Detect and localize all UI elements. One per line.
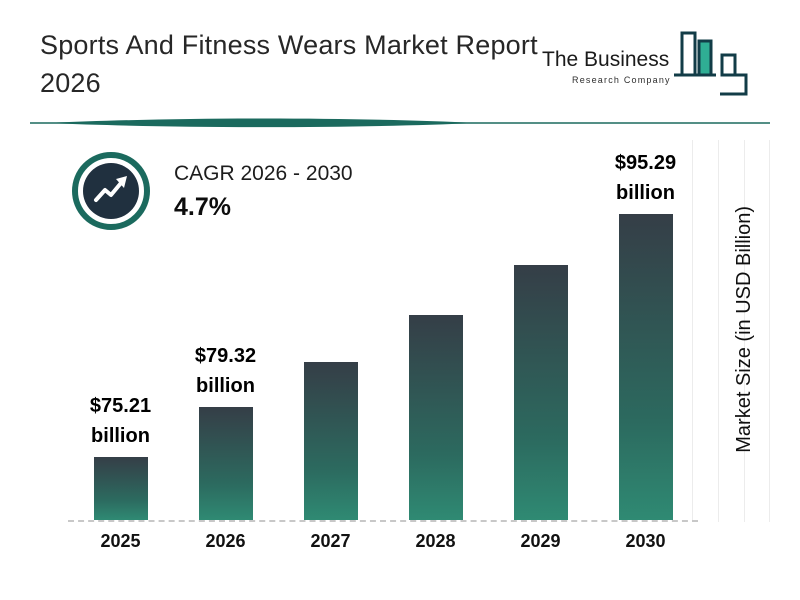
bar-2030 xyxy=(618,214,673,520)
logo-name-text: The Business xyxy=(542,48,670,71)
chart-plot: $75.21 billion $79.32 billion $95.29 billion xyxy=(68,140,698,522)
bar-2029 xyxy=(513,265,568,520)
chart-x-axis: 2025 2026 2027 2028 2029 2030 xyxy=(68,531,698,552)
x-tick-2025: 2025 xyxy=(100,531,141,551)
company-logo: The Business Research Company xyxy=(542,28,754,108)
cagr-block: CAGR 2026 - 2030 4.7% xyxy=(70,150,353,232)
bar-value-label-2030: $95.29 billion xyxy=(614,152,677,204)
growth-arrow-icon xyxy=(72,152,150,230)
gridline xyxy=(744,140,745,522)
bar-2028 xyxy=(408,315,463,520)
cagr-value: 4.7% xyxy=(174,193,231,221)
y-axis-label: Market Size (in USD Billion) xyxy=(733,206,755,453)
bar-value-label-2026: $79.32 billion xyxy=(194,345,257,397)
x-tick-2027: 2027 xyxy=(310,531,351,551)
bar-slot-2030: $95.29 billion xyxy=(593,140,698,520)
bar-2027 xyxy=(303,362,358,520)
gridline xyxy=(769,140,770,522)
bar-slot-2028 xyxy=(383,140,488,520)
divider-line xyxy=(30,118,770,128)
bar-chart: $75.21 billion $79.32 billion $95.29 billion … xyxy=(68,140,698,551)
logo-bars-icon xyxy=(674,31,748,96)
x-tick-2026: 2026 xyxy=(205,531,246,551)
bar-slot-2026: $79.32 billion xyxy=(173,140,278,520)
gridline xyxy=(692,140,693,522)
bar-slot-2029 xyxy=(488,140,593,520)
cagr-label: CAGR 2026 - 2030 xyxy=(174,162,353,185)
bar-2025 xyxy=(93,457,148,520)
x-tick-2028: 2028 xyxy=(415,531,456,551)
bar-value-label-2025: $75.21 billion xyxy=(89,395,152,447)
cagr-text: CAGR 2026 - 2030 4.7% xyxy=(174,150,353,222)
logo-subtitle-text: Research Company xyxy=(572,75,671,85)
gridline xyxy=(718,140,719,522)
page-title: Sports And Fitness Wears Market Report 2… xyxy=(40,30,538,99)
bar-2026 xyxy=(198,407,253,520)
x-tick-2030: 2030 xyxy=(625,531,666,551)
bar-slot-2027 xyxy=(278,140,383,520)
x-tick-2029: 2029 xyxy=(520,531,561,551)
bar-slot-2025: $75.21 billion xyxy=(68,140,173,520)
